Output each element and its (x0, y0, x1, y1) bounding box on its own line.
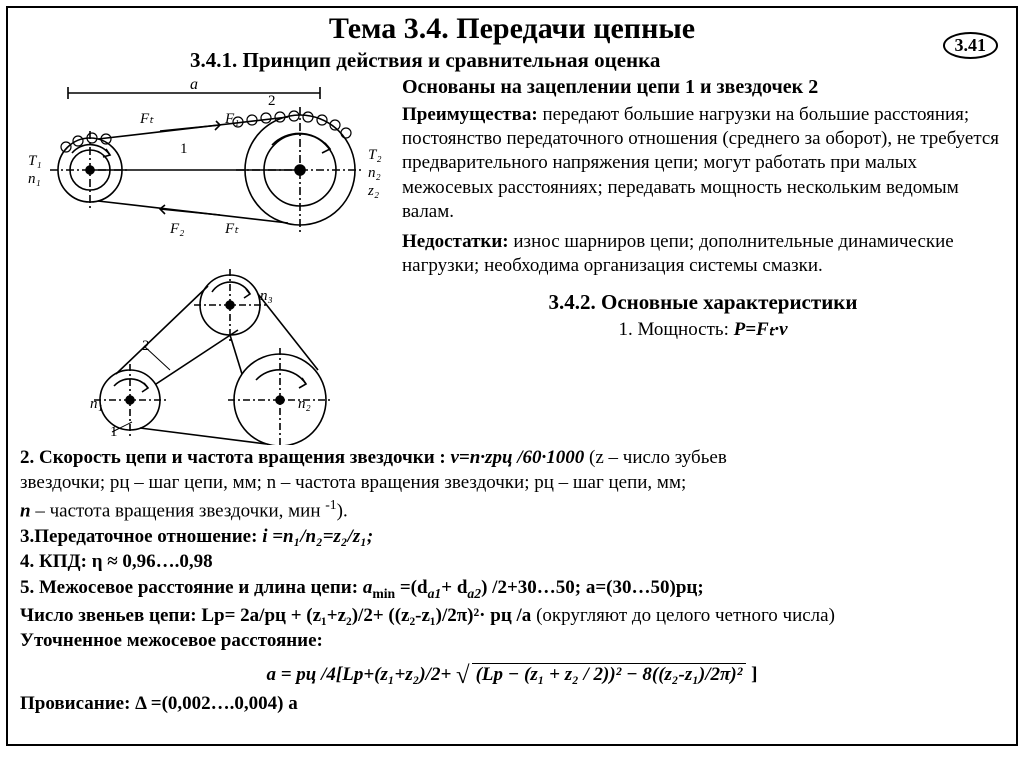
sag-label: Провисание: (20, 693, 135, 714)
label2-n1: n₁ (90, 396, 103, 412)
item1: 1. Мощность: P=Fₜ·v (402, 318, 1004, 342)
label-F2: F₂ (169, 221, 184, 237)
principle-heading: Основаны на зацеплении цепи 1 и звездоче… (402, 75, 1004, 101)
refined-label: Уточненное межосевое расстояние: (20, 628, 1004, 653)
sag-line: Провисание: Δ =(0,002….0,004) a (20, 691, 1004, 716)
item2-formula: v=n·zpц /60·1000 (450, 447, 584, 468)
label-n1: n₁ (28, 171, 41, 187)
item4-formula: η ≈ 0,96….0,98 (92, 551, 213, 572)
label-z2: z₂ (367, 183, 379, 199)
label-a: a (190, 76, 198, 93)
page-number-badge: 3.41 (943, 32, 999, 59)
item4-label: 4. КПД: (20, 551, 92, 572)
item3-label: 3.Передаточное отношение: (20, 526, 262, 547)
page-frame: 3.41 Тема 3.4. Передачи цепные 3.4.1. Пр… (6, 6, 1018, 746)
item3: 3.Передаточное отношение: i =n₁/n₂=z₂/z₁… (20, 524, 1004, 549)
item2-line3: n – частота вращения звездочки, мин -1). (20, 496, 1004, 524)
links-note: (округляют до целого четного числа) (531, 605, 835, 626)
item5: 5. Межосевое расстояние и длина цепи: am… (20, 575, 1004, 603)
links-label: Число звеньев цепи: (20, 605, 201, 626)
label-n2: n₂ (368, 165, 381, 181)
figure-chain-drive: a (20, 75, 392, 250)
item1-formula: P=Fₜ·v (734, 319, 788, 340)
advantages-label: Преимущества: (402, 104, 538, 125)
page-title: Тема 3.4. Передачи цепные (20, 12, 1004, 46)
label-one: 1 (180, 141, 188, 157)
item4: 4. КПД: η ≈ 0,96….0,98 (20, 549, 1004, 574)
text-column: Основаны на зацеплении цепи 1 и звездоче… (402, 75, 1004, 445)
item2-note: (z – число зубьев (584, 447, 727, 468)
item2-label: 2. Скорость цепи и частота вращения звез… (20, 447, 450, 468)
label-T2: T₂ (368, 147, 382, 163)
refined-formula: a = pц /4[Lp+(z₁+z₂)/2+ (Lp − (z₁ + z₂ /… (20, 656, 1004, 689)
figure-multi-sprocket: n₁ n₂ n₃ 2 1 (60, 250, 360, 445)
sag-formula: Δ =(0,002….0,004) a (135, 693, 298, 714)
section2-heading: 3.4.2. Основные характеристики (402, 289, 1004, 316)
top-row: a (20, 75, 1004, 445)
label-two: 2 (268, 93, 276, 109)
label-F1: F₁ (224, 111, 239, 127)
label2-two: 2 (142, 338, 150, 354)
advantages-block: Преимущества: передают большие нагрузки … (402, 103, 1004, 225)
item5-label: 5. Межосевое расстояние и длина цепи: (20, 577, 363, 598)
links-line: Число звеньев цепи: Lp= 2a/pц + (z₁+z₂)/… (20, 603, 1004, 628)
item2-line2: звездочки; pц – шаг цепи, мм; n – частот… (20, 470, 1004, 495)
label-Ft2: Fₜ (224, 221, 239, 237)
label2-n2: n₂ (298, 396, 311, 412)
label2-one: 1 (110, 424, 118, 440)
item1-label: 1. Мощность: (618, 319, 733, 340)
label-Ft: Fₜ (139, 111, 154, 127)
item3-formula: i =n₁/n₂=z₂/z₁; (262, 526, 373, 547)
label2-n3: n₃ (260, 288, 273, 304)
label-T1: T₁ (28, 153, 42, 169)
body-content: 2. Скорость цепи и частота вращения звез… (20, 445, 1004, 716)
item2: 2. Скорость цепи и частота вращения звез… (20, 445, 1004, 470)
section-subtitle: 3.4.1. Принцип действия и сравнительная … (190, 48, 1004, 73)
links-formula: Lp= 2a/pц + (z₁+z₂)/2+ ((z₂-z₁)/2π)²· pц… (201, 605, 531, 626)
drawbacks-label: Недостатки: (402, 231, 509, 252)
figure-column: a (20, 75, 392, 445)
drawbacks-block: Недостатки: износ шарниров цепи; дополни… (402, 230, 1004, 279)
